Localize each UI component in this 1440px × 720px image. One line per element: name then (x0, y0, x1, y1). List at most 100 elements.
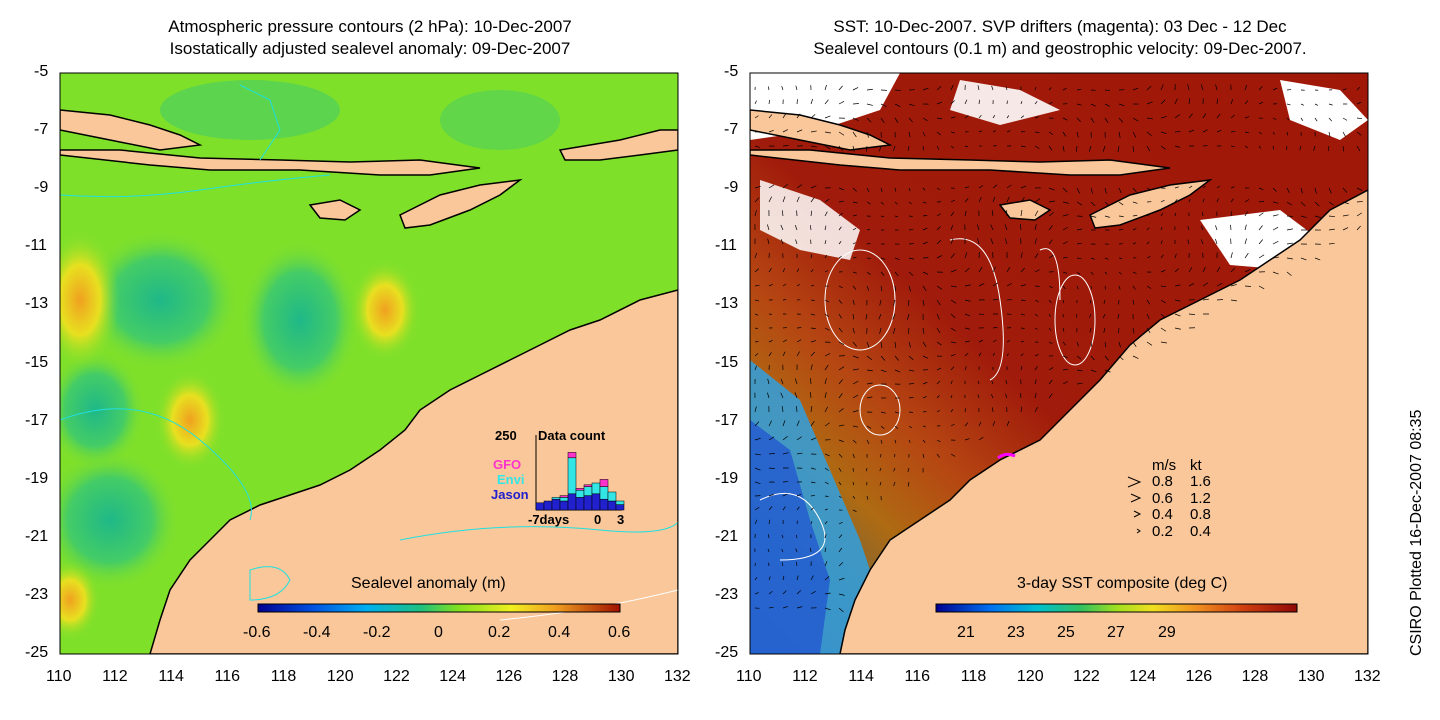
velocity-vector (1230, 198, 1234, 203)
velocity-vector (1146, 341, 1153, 346)
velocity-vector (908, 187, 911, 192)
velocity-vector (1230, 252, 1233, 259)
velocity-vector (866, 131, 869, 138)
velocity-vector (950, 299, 957, 304)
inset-x-left-label: -7days (528, 512, 570, 527)
velocity-vector (1076, 382, 1083, 385)
velocity-vector (1160, 327, 1167, 332)
velocity-vector (1174, 212, 1177, 217)
velocity-vector (1104, 117, 1109, 123)
velocity-vector (1019, 224, 1022, 231)
velocity-vector (796, 284, 801, 287)
velocity-vector (978, 436, 984, 441)
velocity-vector (795, 85, 798, 91)
velocity-vector (824, 495, 829, 497)
velocity-vector (866, 369, 873, 372)
velocity-vector (893, 481, 896, 487)
velocity-vector (754, 327, 759, 330)
velocity-vector (852, 271, 857, 274)
velocity-vector (1230, 114, 1235, 119)
velocity-vector (824, 561, 828, 567)
velocity-vector (922, 439, 926, 443)
left-title-line1: Atmospheric pressure contours (2 hPa): 1… (168, 17, 572, 36)
pressure-contour (60, 174, 331, 198)
velocity-vector (950, 366, 955, 371)
velocity-vector (796, 575, 799, 581)
velocity-vector (894, 439, 897, 444)
velocity-vector (908, 215, 913, 217)
velocity-vector (1132, 327, 1135, 334)
velocity-vector (1062, 271, 1068, 274)
inset-bar-gfo (559, 495, 569, 498)
velocity-vector (1215, 84, 1218, 91)
velocity-vector (1286, 257, 1293, 260)
velocity-vector (1076, 228, 1083, 231)
velocity-vector (852, 425, 859, 428)
inset-bar-gfo (583, 484, 593, 487)
velocity-vector (978, 313, 985, 315)
velocity-vector (1062, 285, 1066, 290)
data-count-inset (535, 435, 625, 511)
velocity-vector (1062, 327, 1065, 332)
velocity-vector (782, 506, 786, 511)
velocity-vector (768, 590, 773, 595)
velocity-vector (1102, 145, 1106, 152)
velocity-vector (1314, 257, 1321, 261)
velocity-vector (824, 327, 830, 331)
velocity-vector (1132, 187, 1137, 193)
velocity-vector (1076, 117, 1081, 122)
velocity-vector (852, 257, 857, 259)
velocity-vector (950, 423, 955, 427)
velocity-vector (978, 197, 982, 203)
velocity-vector (796, 436, 802, 441)
ssa-low-northeast (440, 90, 560, 150)
velocity-vector (907, 145, 910, 151)
ssa-high-east (350, 260, 420, 360)
velocity-vector (824, 364, 829, 371)
velocity-vector (1160, 240, 1163, 245)
velocity-vector (977, 394, 980, 399)
inset-bar-gfo (575, 488, 585, 491)
velocity-vector (1048, 145, 1053, 151)
velocity-vector (1244, 100, 1249, 105)
velocity-vector (1132, 228, 1137, 231)
longitude-tick-label: 112 (102, 668, 128, 685)
cloud-west (760, 180, 860, 260)
velocity-vector (852, 145, 855, 152)
velocity-vector (964, 327, 971, 330)
velocity-vector (768, 129, 774, 133)
velocity-vector (880, 117, 885, 124)
velocity-vector (992, 282, 998, 287)
velocity-vector (893, 327, 896, 334)
velocity-vector (794, 392, 798, 399)
velocity-vector (810, 590, 816, 595)
velocity-vector (782, 351, 786, 357)
velocity-vector (810, 406, 813, 413)
velocity-vector (1272, 240, 1279, 245)
velocity-vector (1034, 210, 1039, 217)
velocity-vector (1146, 85, 1152, 91)
velocity-vector (1118, 229, 1124, 231)
velocity-vector (894, 285, 897, 292)
velocity-vector (1258, 200, 1265, 203)
velocity-vector (1342, 88, 1347, 91)
sealevel-contour (949, 238, 1004, 381)
velocity-vector (1090, 117, 1095, 123)
velocity-vector (1230, 186, 1235, 189)
velocity-vector (1048, 393, 1053, 399)
velocity-vector (908, 425, 913, 429)
velocity-vector (1118, 117, 1124, 123)
velocity-vector (1020, 185, 1027, 189)
ssa-colorbar-tick: 0.2 (488, 624, 511, 641)
velocity-vector (964, 267, 970, 273)
velocity-vector (978, 185, 984, 189)
velocity-vector (1244, 211, 1248, 217)
velocity-vector (838, 131, 845, 136)
ssa-low-central (240, 240, 360, 400)
velocity-vector (810, 351, 815, 357)
velocity-vector (1202, 298, 1209, 301)
inset-bar-gfo (567, 452, 577, 459)
velocity-vector (782, 339, 787, 343)
velocity-vector (1188, 98, 1191, 105)
velocity-vector (1174, 186, 1179, 189)
